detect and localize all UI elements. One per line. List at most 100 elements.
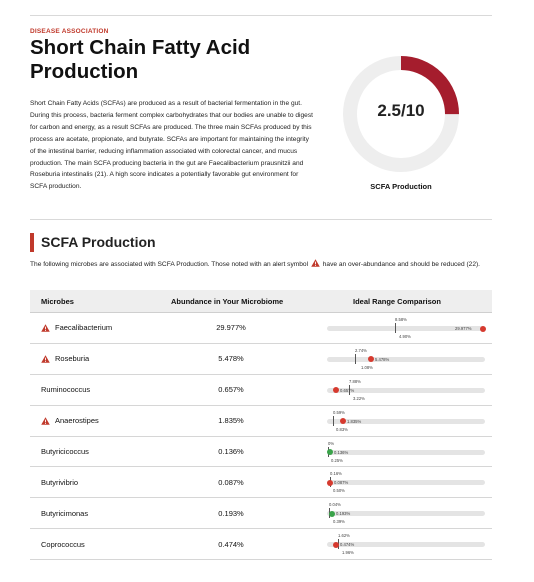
range-tick bbox=[395, 323, 396, 333]
range-high-label: 0.39% bbox=[333, 519, 345, 525]
range-low-label: 2.74% bbox=[355, 347, 367, 353]
alert-triangle-icon bbox=[311, 259, 320, 267]
description-text: Short Chain Fatty Acids (SCFAs) are prod… bbox=[30, 100, 313, 191]
section-title: SCFA Production bbox=[41, 234, 156, 250]
abundance-marker-dot bbox=[340, 418, 346, 425]
header-microbes: Microbes bbox=[41, 297, 74, 306]
range-track bbox=[327, 356, 485, 362]
abundance-value: 0.087% bbox=[218, 477, 244, 487]
microbe-name-cell: Butyrivibrio bbox=[41, 467, 78, 497]
range-track bbox=[327, 387, 485, 393]
range-tick bbox=[349, 384, 350, 395]
section-divider bbox=[30, 219, 492, 220]
microbe-name: Ruminococcus bbox=[41, 385, 91, 395]
range-high-label: 0.83% bbox=[336, 426, 348, 432]
header-abundance: Abundance in Your Microbiome bbox=[171, 297, 284, 306]
microbe-name: Butyrivibrio bbox=[41, 477, 79, 487]
range-comparison: 0% 0.25% 0.136% bbox=[327, 437, 485, 467]
abundance-value: 5.478% bbox=[218, 354, 244, 364]
alert-triangle-icon bbox=[41, 416, 50, 425]
abundance-marker-label: 0.087% bbox=[334, 480, 349, 486]
abundance-marker-label: 1.835% bbox=[347, 418, 362, 424]
microbe-name-cell: Butyricimonas bbox=[41, 498, 88, 528]
range-comparison: 0.59% 0.83% 1.835% bbox=[327, 406, 485, 436]
abundance-marker-dot bbox=[329, 510, 335, 517]
abundance-marker-dot bbox=[327, 479, 333, 486]
range-track bbox=[327, 511, 485, 517]
range-track bbox=[327, 542, 485, 548]
table-row: Roseburia 5.478% 2.74% 1.08% 5.478% bbox=[30, 344, 492, 375]
abundance-marker-label: 0.193% bbox=[336, 511, 351, 517]
table-row: Faecalibacterium 29.977% 8.58% 4.90% 29.977% bbox=[30, 313, 492, 344]
range-high-label: 0.50% bbox=[333, 488, 345, 494]
section-note: The following microbes are associated wi… bbox=[30, 259, 490, 269]
table-header: Microbes Abundance in Your Microbiome Id… bbox=[30, 290, 492, 313]
alert-triangle-icon bbox=[41, 324, 50, 332]
microbe-name: Roseburia bbox=[55, 354, 90, 364]
category-tag: DISEASE ASSOCIATION bbox=[30, 28, 109, 35]
alert-triangle-icon bbox=[41, 355, 50, 363]
abundance-value: 0.193% bbox=[218, 508, 244, 518]
range-low-label: 8.58% bbox=[395, 317, 407, 322]
microbe-name-cell: Coprococcus bbox=[41, 529, 85, 559]
range-low-label: 1.62% bbox=[338, 533, 350, 539]
range-low-label: 0% bbox=[328, 440, 335, 446]
range-low-label: 0.59% bbox=[333, 409, 345, 415]
microbe-name: Faecalibacterium bbox=[55, 323, 113, 333]
range-tick bbox=[355, 353, 356, 364]
range-low-label: 0.16% bbox=[330, 471, 342, 477]
microbe-name-cell: Faecalibacterium bbox=[41, 313, 112, 343]
abundance-value: 0.136% bbox=[218, 447, 244, 456]
abundance-marker-dot bbox=[333, 387, 339, 394]
range-low-label: 0.04% bbox=[329, 502, 341, 508]
abundance-marker-dot bbox=[480, 325, 486, 332]
range-comparison: 1.62% 1.96% 0.474% bbox=[327, 529, 485, 559]
abundance-marker-label: 0.657% bbox=[340, 387, 355, 393]
range-high-label: 3.22% bbox=[353, 395, 365, 401]
table-row: Butyricimonas 0.193% 0.04% 0.39% 0.193% bbox=[30, 498, 492, 530]
range-comparison: 7.88% 3.22% 0.657% bbox=[327, 375, 485, 405]
abundance-marker-label: 0.136% bbox=[334, 449, 349, 455]
score-gauge bbox=[343, 56, 459, 172]
range-high-label: 0.25% bbox=[331, 457, 343, 463]
range-track bbox=[327, 480, 485, 486]
header-ideal-range: Ideal Range Comparison bbox=[353, 297, 441, 306]
abundance-value: 0.657% bbox=[218, 385, 244, 395]
microbes-table: Microbes Abundance in Your Microbiome Id… bbox=[30, 290, 492, 561]
range-track bbox=[327, 418, 485, 424]
page-title: Short Chain Fatty Acid Production bbox=[30, 36, 251, 83]
abundance-marker-dot bbox=[368, 356, 374, 363]
table-row: Ruminococcus 0.657% 7.88% 3.22% 0.657% bbox=[30, 375, 492, 406]
table-body: Faecalibacterium 29.977% 8.58% 4.90% 29.977%… bbox=[30, 313, 492, 561]
table-row: Butyrivibrio 0.087% 0.16% 0.50% 0.087% bbox=[30, 467, 492, 499]
microbe-name: Coprococcus bbox=[41, 539, 85, 549]
microbe-name: Butyricimonas bbox=[41, 508, 89, 518]
range-low-label: 7.88% bbox=[349, 378, 361, 384]
abundance-value: 1.835% bbox=[218, 416, 244, 426]
range-high-label: 1.08% bbox=[361, 364, 373, 370]
table-row: Anaerostipes 1.835% 0.59% 0.83% 1.835% bbox=[30, 406, 492, 437]
range-high-label: 1.96% bbox=[342, 550, 354, 556]
section-note-text-end: have an over-abundance and should be red… bbox=[322, 261, 481, 268]
abundance-marker-dot bbox=[327, 449, 333, 456]
range-comparison: 0.16% 0.50% 0.087% bbox=[327, 467, 485, 497]
range-comparison: 8.58% 4.90% 29.977% bbox=[327, 313, 486, 343]
microbe-name-cell: Butyricicoccus bbox=[41, 437, 89, 467]
range-comparison: 2.74% 1.08% 5.478% bbox=[327, 344, 485, 374]
abundance-value: 29.977% bbox=[216, 323, 246, 333]
range-high-label: 4.90% bbox=[399, 334, 411, 339]
microbe-name-cell: Anaerostipes bbox=[41, 406, 99, 436]
top-divider bbox=[30, 15, 492, 16]
section-accent-bar bbox=[30, 233, 34, 252]
microbe-name-cell: Ruminococcus bbox=[41, 375, 90, 405]
abundance-marker-label: 29.977% bbox=[455, 326, 472, 331]
microbe-name: Anaerostipes bbox=[55, 416, 99, 426]
section-note-text: The following microbes are associated wi… bbox=[30, 261, 309, 268]
gauge-fill-arc bbox=[343, 56, 459, 172]
abundance-marker-dot bbox=[333, 541, 339, 548]
microbe-name-cell: Roseburia bbox=[41, 344, 89, 374]
abundance-marker-label: 5.478% bbox=[375, 356, 390, 362]
score-label: SCFA Production bbox=[370, 182, 432, 191]
range-track bbox=[327, 449, 485, 455]
range-tick bbox=[333, 415, 334, 426]
